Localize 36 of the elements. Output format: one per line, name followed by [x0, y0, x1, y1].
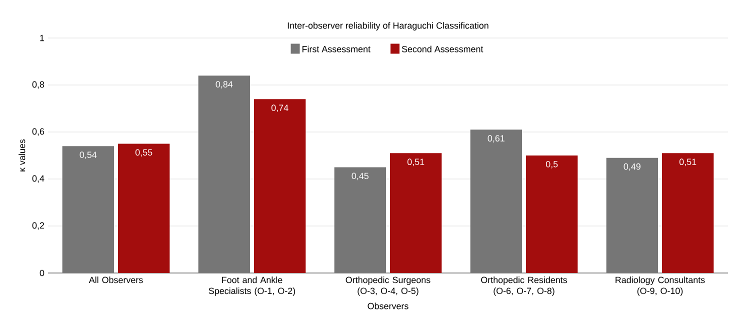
data-label: 0,5: [546, 161, 558, 168]
data-label: 0,74: [271, 104, 288, 112]
data-label: 0,54: [80, 152, 97, 160]
legend-label: Second Assessment: [402, 46, 484, 52]
y-tick-label: 0,4: [32, 175, 44, 183]
bar: [198, 76, 250, 273]
data-label: 0,61: [488, 135, 504, 143]
bar: [334, 167, 386, 273]
data-label: 0,55: [135, 149, 152, 157]
x-tick-label: Radiology Consultants (O-9, O-10): [616, 276, 705, 296]
bar: [470, 130, 522, 273]
x-axis-title: Observers: [368, 302, 408, 310]
bar: [390, 153, 442, 273]
y-tick-label: 0,6: [32, 128, 44, 136]
y-tick-label: 0,2: [32, 222, 44, 230]
bar: [606, 158, 658, 273]
legend-label: First Assessment: [302, 46, 370, 52]
x-tick-label: Foot and Ankle Specialists (O-1, O-2): [208, 276, 296, 296]
data-label: 0,51: [679, 158, 696, 166]
chart-title: Inter-observer reliability of Haraguchi Classification: [288, 22, 488, 30]
data-label: 0,84: [216, 81, 233, 89]
y-tick-label: 1: [40, 34, 44, 42]
bar: [62, 146, 114, 273]
bar: [254, 99, 306, 273]
data-label: 0,49: [624, 163, 640, 171]
bar: [118, 144, 170, 273]
x-tick-label: Orthopedic Surgeons (O-3, O-4, O-5): [346, 276, 430, 296]
y-tick-label: 0,8: [32, 81, 44, 89]
data-label: 0,45: [352, 172, 369, 180]
bar: [662, 153, 714, 273]
bar: [526, 156, 578, 273]
y-axis-title: κ values: [18, 139, 26, 172]
x-tick-label: Orthopedic Residents (O-6, O-7, O-8): [481, 276, 568, 296]
y-tick-label: 0: [40, 270, 44, 276]
data-label: 0,51: [407, 158, 424, 166]
x-tick-label: All Observers: [88, 276, 143, 284]
